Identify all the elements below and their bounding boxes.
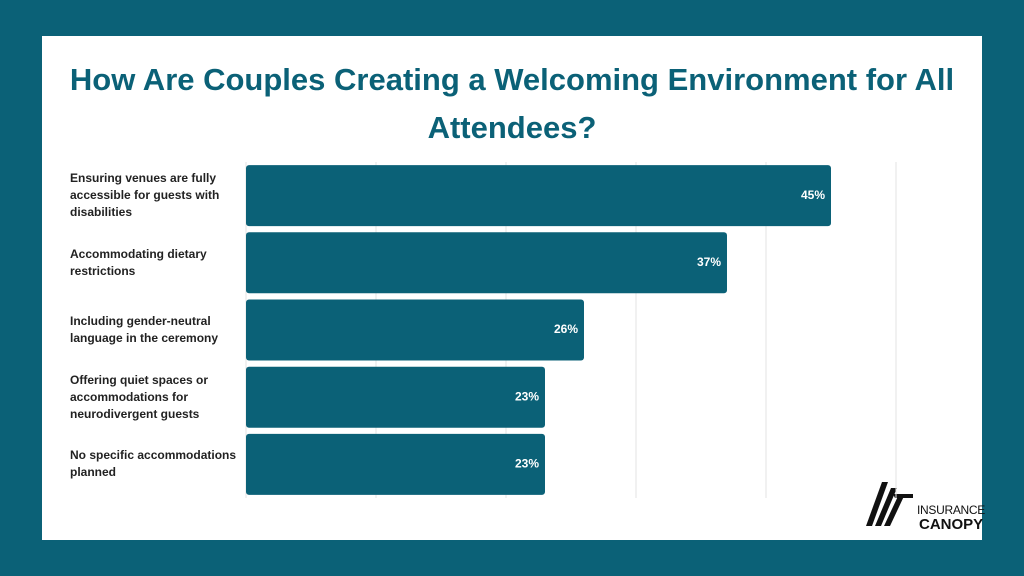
bar <box>246 433 545 495</box>
category-label: Including gender-neutral language in the… <box>70 314 219 345</box>
value-label: 23% <box>515 457 539 471</box>
value-label: 23% <box>515 389 539 403</box>
bar <box>246 232 727 294</box>
logo-text: CANOPY <box>919 516 984 533</box>
chart: 45% 37% 26% 23% 23% <box>245 162 913 526</box>
bar <box>246 366 545 428</box>
value-label: 26% <box>554 322 578 336</box>
chart-title: How Are Couples Creating a Welcoming Env… <box>69 62 955 145</box>
value-label: 37% <box>697 255 721 269</box>
logo-mark <box>866 482 913 526</box>
logo-text: INSURANCE <box>917 503 985 517</box>
bar <box>246 165 831 227</box>
category-label: No specific accommodations planned <box>70 448 237 480</box>
category-label: Ensuring venues are fully accessible for… <box>70 171 220 220</box>
value-label: 45% <box>801 188 825 202</box>
panel: How Are Couples Creating a Welcoming Env… <box>42 36 985 540</box>
category-label: Offering quiet spaces or accommodations … <box>70 372 209 421</box>
bar <box>246 299 584 361</box>
category-label: Accommodating dietary restrictions <box>70 246 207 278</box>
